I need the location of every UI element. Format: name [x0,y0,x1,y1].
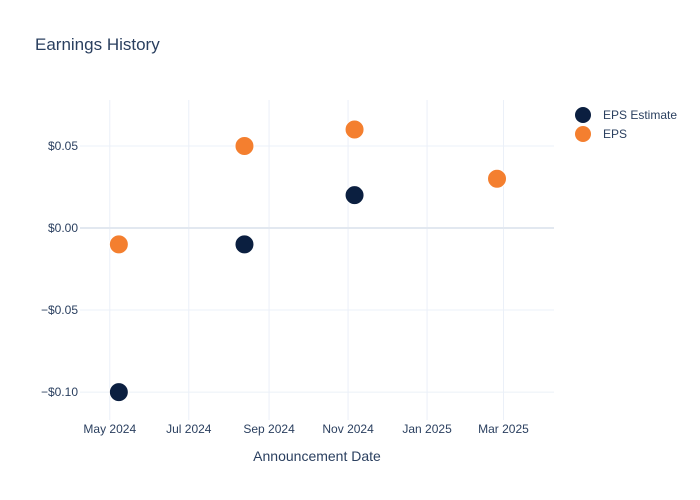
x-tick-label: Jul 2024 [166,422,212,436]
x-axis-title: Announcement Date [253,448,381,464]
eps-estimate-point[interactable] [234,234,255,255]
x-tick-label: Jan 2025 [402,422,452,436]
eps-estimate-point[interactable] [344,185,365,206]
legend-label: EPS Estimate [603,108,677,122]
x-tick-label: Sep 2024 [243,422,295,436]
x-tick-label: Mar 2025 [478,422,529,436]
y-tick-label: $0.00 [48,221,78,235]
legend-item[interactable]: EPS Estimate [575,107,677,123]
y-axis: $0.05 $0.00 −$0.05 −$0.10 [41,139,78,399]
eps-estimate-point[interactable] [108,382,129,403]
x-axis: May 2024 Jul 2024 Sep 2024 Nov 2024 Jan 2025… [83,422,529,436]
legend-marker [575,107,591,123]
grid-lines [80,100,554,420]
legend-label: EPS [603,127,627,141]
legend-marker [575,126,591,142]
x-tick-label: Nov 2024 [322,422,374,436]
chart-title: Earnings History [35,35,160,54]
eps-point[interactable] [108,234,129,255]
y-tick-label: $0.05 [48,139,78,153]
legend[interactable]: EPS Estimate EPS [575,107,677,142]
eps-point[interactable] [487,168,508,189]
eps-point[interactable] [234,135,255,156]
eps-point[interactable] [344,119,365,140]
y-tick-label: −$0.10 [41,385,78,399]
x-tick-label: May 2024 [83,422,136,436]
legend-item[interactable]: EPS [575,126,627,142]
data-points [108,119,508,403]
y-tick-label: −$0.05 [41,303,78,317]
